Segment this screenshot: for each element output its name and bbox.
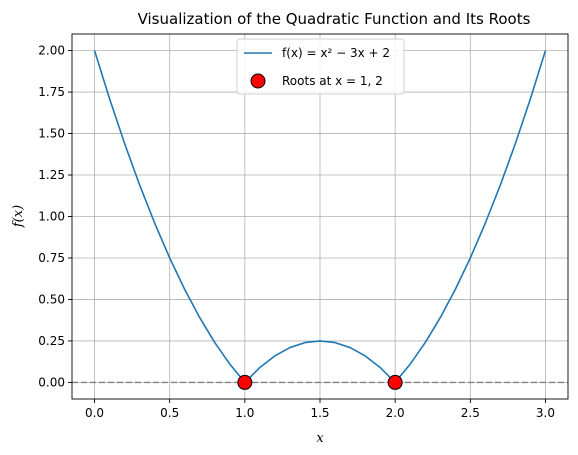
x-tick-label: 2.5 — [461, 406, 480, 420]
legend-marker-swatch — [250, 73, 266, 89]
x-tick-label: 1.5 — [310, 406, 329, 420]
x-tick-label: 3.0 — [536, 406, 555, 420]
x-axis-ticks: 0.0 0.5 1.0 1.5 2.0 2.5 3.0 — [85, 399, 555, 420]
y-tick-label: 0.50 — [38, 292, 65, 306]
legend-label-roots: Roots at x = 1, 2 — [282, 74, 383, 88]
grid — [72, 34, 568, 399]
y-tick-label: 0.00 — [38, 375, 65, 389]
x-axis-label: x — [316, 431, 324, 446]
x-tick-label: 0.0 — [85, 406, 104, 420]
y-tick-label: 0.75 — [38, 251, 65, 265]
axes-frame — [71, 33, 569, 400]
legend-box — [236, 38, 405, 95]
x-tick-label: 2.0 — [386, 406, 405, 420]
y-tick-label: 0.25 — [38, 334, 65, 348]
y-tick-label: 1.75 — [38, 85, 65, 99]
root-point — [387, 374, 403, 390]
root-point — [237, 374, 253, 390]
y-tick-label: 1.50 — [38, 127, 65, 141]
y-tick-label: 1.25 — [38, 168, 65, 182]
y-axis-label: f(x) — [11, 205, 26, 228]
x-tick-label: 1.0 — [235, 406, 254, 420]
y-tick-label: 2.00 — [38, 44, 65, 58]
y-tick-label: 1.00 — [38, 210, 65, 224]
legend: f(x) = x² − 3x + 2 Roots at x = 1, 2 — [236, 38, 405, 95]
x-tick-label: 0.5 — [160, 406, 179, 420]
chart-title: Visualization of the Quadratic Function … — [138, 10, 531, 28]
function-curve — [93, 50, 547, 384]
legend-label-function: f(x) = x² − 3x + 2 — [282, 46, 390, 60]
plot-area — [93, 50, 547, 390]
y-axis-ticks: 0.00 0.25 0.50 0.75 1.00 1.25 1.50 1.75 2.00 — [38, 44, 72, 389]
